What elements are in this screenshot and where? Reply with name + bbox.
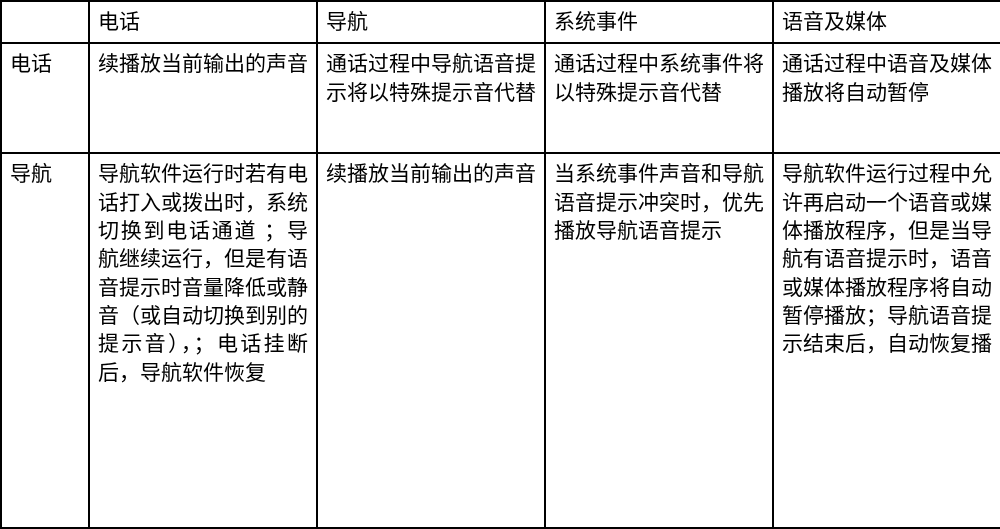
header-phone: 电话 [89,1,317,43]
header-blank [1,1,89,43]
cell-phone-system: 通话过程中系统事件将以特殊提示音代替 [545,43,773,153]
row-label-nav: 导航 [1,153,89,528]
header-nav: 导航 [317,1,545,43]
cell-nav-phone: 导航软件运行时若有电话打入或拨出时，系统切换到电话通道 ；导航继续运行，但是有语… [89,153,317,528]
header-media: 语音及媒体 [773,1,1000,43]
table-header-row: 电话 导航 系统事件 语音及媒体 [1,1,1000,43]
table-row: 电话 续播放当前输出的声音 通话过程中导航语音提示将以特殊提示音代替 通话过程中… [1,43,1000,153]
cell-nav-media: 导航软件运行过程中允许再启动一个语音或媒体播放程序，但是当导航有语音提示时，语音… [773,153,1000,528]
cell-nav-system: 当系统事件声音和导航语音提示冲突时，优先播放导航语音提示 [545,153,773,528]
cell-phone-nav: 通话过程中导航语音提示将以特殊提示音代替 [317,43,545,153]
table-row: 导航 导航软件运行时若有电话打入或拨出时，系统切换到电话通道 ；导航继续运行，但… [1,153,1000,528]
cell-phone-media: 通话过程中语音及媒体播放将自动暂停 [773,43,1000,153]
audio-priority-table: 电话 导航 系统事件 语音及媒体 电话 续播放当前输出的声音 通话过程中导航语音… [0,0,1000,529]
header-system: 系统事件 [545,1,773,43]
cell-nav-nav: 续播放当前输出的声音 [317,153,545,528]
row-label-phone: 电话 [1,43,89,153]
cell-phone-phone: 续播放当前输出的声音 [89,43,317,153]
